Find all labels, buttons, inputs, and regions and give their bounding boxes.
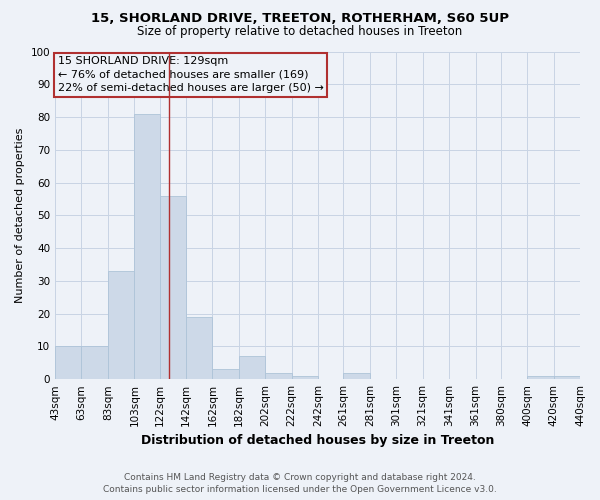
Bar	[527, 376, 554, 379]
Bar	[239, 356, 265, 379]
Bar	[554, 376, 580, 379]
Bar	[134, 114, 160, 379]
Text: 15, SHORLAND DRIVE, TREETON, ROTHERHAM, S60 5UP: 15, SHORLAND DRIVE, TREETON, ROTHERHAM, …	[91, 12, 509, 26]
Bar	[343, 372, 370, 379]
X-axis label: Distribution of detached houses by size in Treeton: Distribution of detached houses by size …	[141, 434, 494, 448]
Bar	[186, 317, 212, 379]
Text: Contains HM Land Registry data © Crown copyright and database right 2024.
Contai: Contains HM Land Registry data © Crown c…	[103, 472, 497, 494]
Bar	[160, 196, 186, 379]
Bar	[55, 346, 82, 379]
Bar	[212, 370, 239, 379]
Bar	[108, 271, 134, 379]
Bar	[265, 372, 292, 379]
Y-axis label: Number of detached properties: Number of detached properties	[15, 128, 25, 303]
Text: 15 SHORLAND DRIVE: 129sqm
← 76% of detached houses are smaller (169)
22% of semi: 15 SHORLAND DRIVE: 129sqm ← 76% of detac…	[58, 56, 323, 93]
Text: Size of property relative to detached houses in Treeton: Size of property relative to detached ho…	[137, 25, 463, 38]
Bar	[82, 346, 108, 379]
Bar	[292, 376, 318, 379]
